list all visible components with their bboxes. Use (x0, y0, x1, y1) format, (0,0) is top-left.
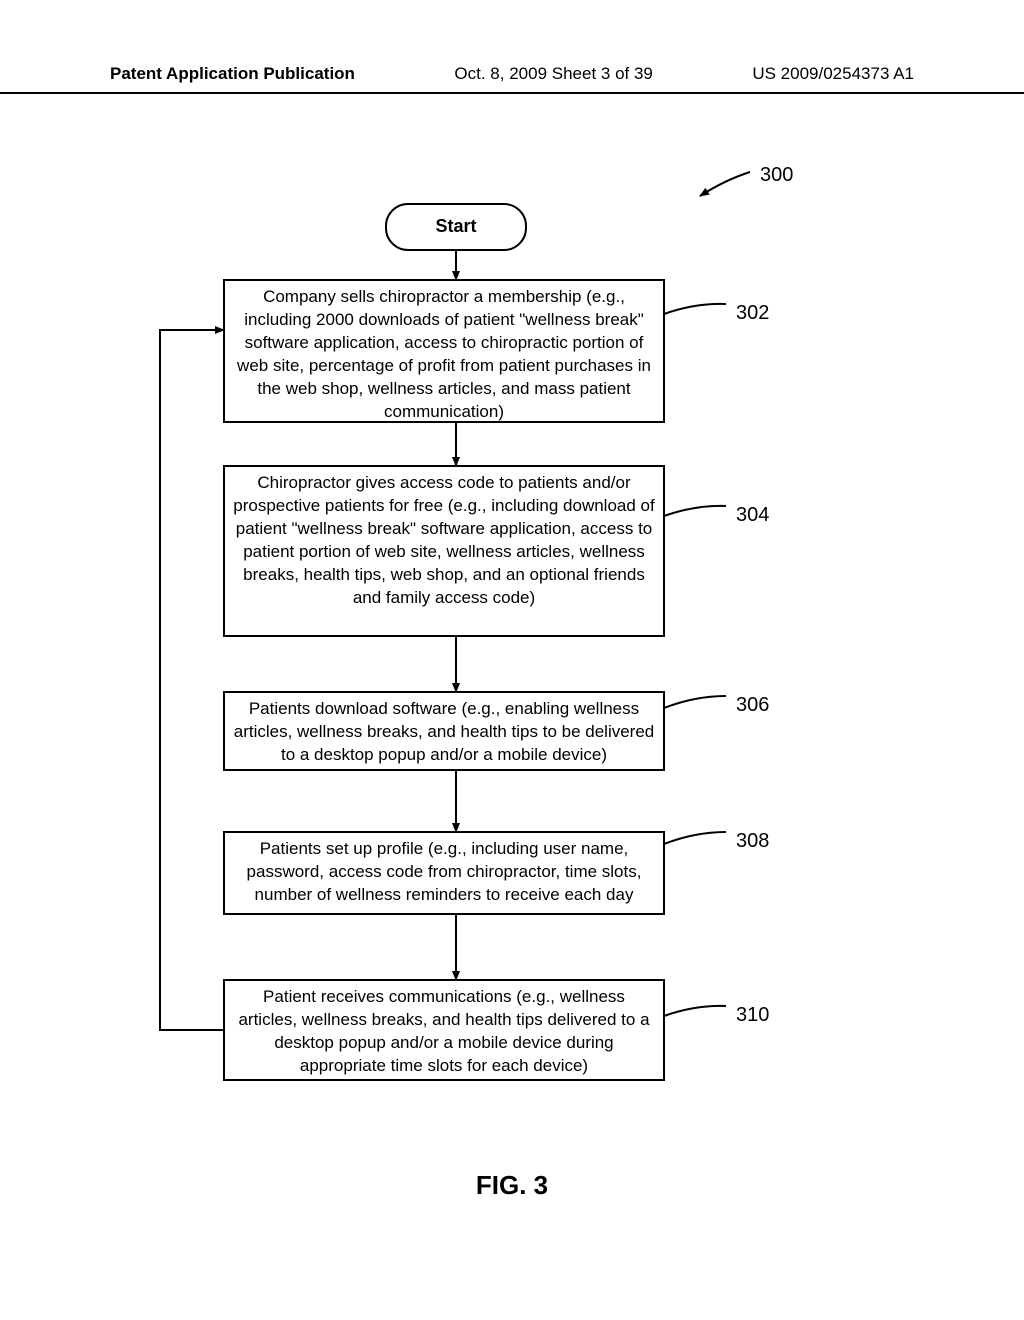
ref-figure: 300 (760, 164, 793, 187)
flow-box-306: Patients download software (e.g., enabli… (232, 698, 656, 764)
start-node: Start (386, 216, 526, 237)
flowchart-svg (0, 0, 1024, 1320)
ref-308: 308 (736, 830, 769, 853)
ref-304: 304 (736, 504, 769, 527)
figure-label: FIG. 3 (0, 1170, 1024, 1201)
ref-302: 302 (736, 302, 769, 325)
flow-box-308: Patients set up profile (e.g., including… (232, 838, 656, 908)
flow-box-302: Company sells chiropractor a membership … (232, 286, 656, 416)
ref-306: 306 (736, 694, 769, 717)
ref-310: 310 (736, 1004, 769, 1027)
flow-box-304: Chiropractor gives access code to patien… (232, 472, 656, 630)
page: Patent Application Publication Oct. 8, 2… (0, 0, 1024, 1320)
flow-box-310: Patient receives communications (e.g., w… (232, 986, 656, 1074)
